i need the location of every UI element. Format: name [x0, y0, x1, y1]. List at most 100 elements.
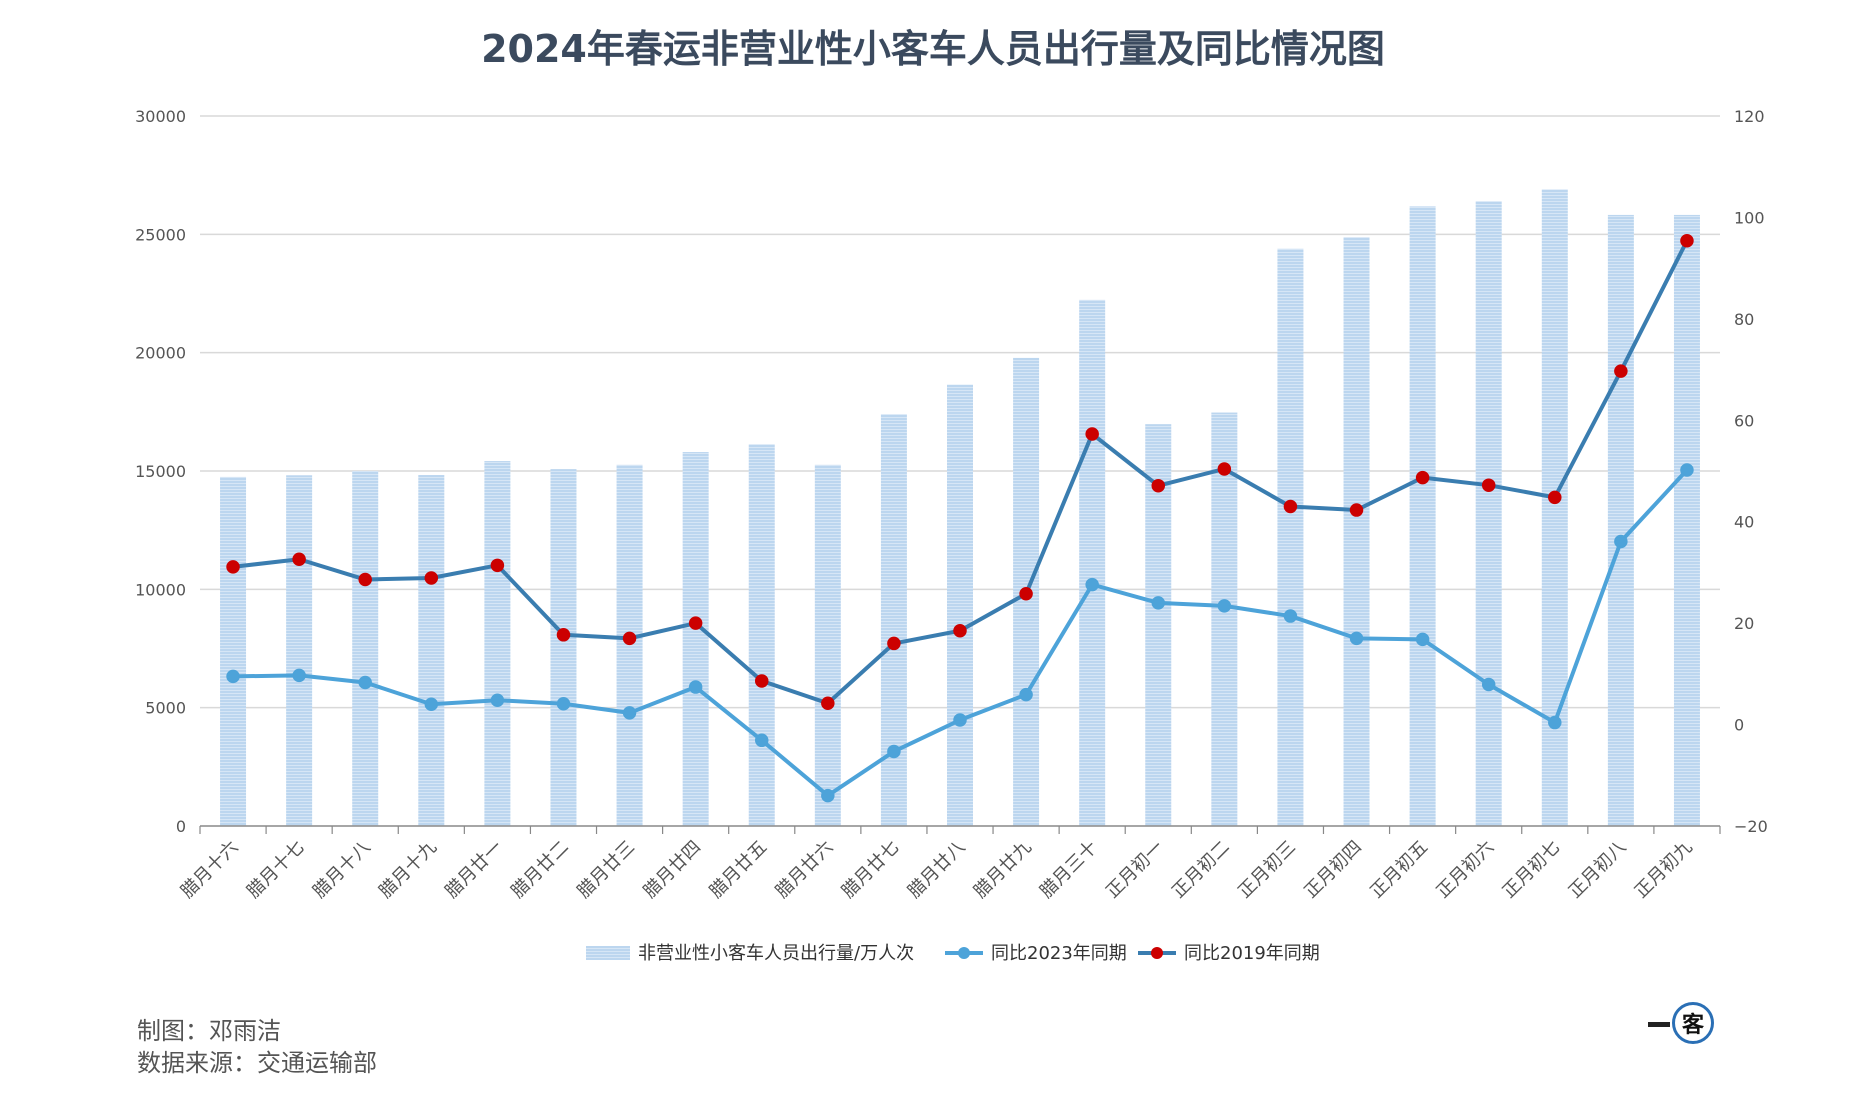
bar: [748, 444, 775, 826]
category-label: 腊月廿三: [573, 837, 639, 903]
yoy-2019-point: [1151, 478, 1166, 493]
category-label: 腊月廿一: [441, 837, 507, 903]
left-tick-label: 20000: [135, 344, 186, 363]
yoy-2023-point: [1085, 577, 1099, 592]
category-label: 正月初四: [1300, 837, 1366, 903]
yoy-2019-point: [556, 628, 571, 642]
yoy-2019-point: [1680, 234, 1694, 248]
category-label: 正月初七: [1499, 837, 1565, 903]
right-tick-label: 20: [1734, 614, 1754, 633]
yoy-2023-point: [1283, 609, 1298, 623]
right-tick-label: 40: [1734, 513, 1754, 532]
yoy-2019-point: [1349, 503, 1364, 517]
left-tick-label: 5000: [145, 699, 186, 718]
yoy-2023-point: [1680, 463, 1694, 477]
category-label: 腊月廿二: [507, 837, 573, 903]
category-label: 正月初五: [1366, 837, 1432, 903]
yoy-2019-point: [622, 631, 637, 646]
bar: [484, 461, 511, 826]
yoy-2023-point: [887, 744, 901, 759]
yoy-2019-point: [1085, 427, 1099, 441]
legend-marker-2023: [958, 947, 970, 959]
category-label: 正月初八: [1565, 837, 1631, 903]
category-label: 正月初九: [1631, 837, 1697, 903]
yoy-2023-point: [424, 697, 439, 712]
category-label: 正月初一: [1102, 837, 1168, 903]
bar: [220, 476, 247, 826]
yoy-2019-point: [1217, 462, 1232, 476]
yoy-2023-point: [556, 697, 571, 711]
yoy-2019-point: [490, 558, 505, 573]
category-label: 腊月十六: [177, 837, 243, 903]
logo-dash: [1648, 1022, 1670, 1027]
author-credit: 制图：邓雨洁: [137, 1017, 281, 1045]
yoy-2023-point: [226, 669, 240, 684]
bar: [947, 384, 973, 826]
bar: [1343, 237, 1370, 826]
bar: [1079, 299, 1106, 826]
chart-title: 2024年春运非营业性小客车人员出行量及同比情况图: [481, 27, 1385, 71]
bar: [814, 464, 841, 826]
yoy-2023-point: [688, 680, 703, 694]
bar: [1211, 412, 1238, 826]
category-label: 腊月十九: [375, 837, 441, 903]
logo: 客: [1648, 1000, 1718, 1050]
legend-label-2019: 同比2019年同期: [1184, 943, 1320, 964]
yoy-2019-point: [424, 571, 439, 585]
left-tick-label: 30000: [135, 107, 186, 126]
bar: [352, 471, 379, 826]
logo-circle: 客: [1672, 1002, 1714, 1044]
legend: 非营业性小客车人员出行量/万人次 同比2023年同期 同比2019年同期: [586, 943, 1320, 964]
legend-marker-2019: [1151, 947, 1163, 959]
yoy-2019-point: [953, 624, 967, 638]
yoy-2023-point: [953, 713, 967, 727]
yoy-2023-point: [358, 675, 372, 690]
yoy-2019-point: [1548, 490, 1562, 505]
category-label: 腊月廿四: [639, 837, 705, 903]
category-label: 腊月廿五: [706, 837, 772, 903]
bar: [418, 475, 445, 826]
yoy-2023-point: [754, 733, 769, 748]
category-label: 腊月廿九: [970, 837, 1036, 903]
left-tick-label: 25000: [135, 225, 186, 244]
yoy-2023-point: [1019, 687, 1033, 702]
line-series: [226, 234, 1694, 803]
bar: [286, 475, 313, 826]
yoy-2019-point: [226, 560, 240, 574]
yoy-2023-point: [1415, 632, 1430, 647]
right-tick-label: 60: [1734, 411, 1754, 430]
yoy-2019-point: [754, 674, 769, 688]
source-credit: 数据来源：交通运输部: [137, 1049, 377, 1077]
right-tick-label: −20: [1734, 817, 1768, 836]
credits: 制图：邓雨洁 数据来源：交通运输部: [137, 1015, 377, 1079]
yoy-2019-point: [887, 636, 901, 651]
yoy-2019-point: [1614, 364, 1628, 378]
category-label: 腊月廿八: [904, 837, 970, 903]
yoy-2023-point: [622, 706, 637, 720]
category-label: 腊月十七: [243, 837, 309, 903]
yoy-2023-point: [1151, 596, 1166, 610]
bar: [1409, 206, 1436, 826]
yoy-2019-point: [358, 572, 372, 587]
category-label: 腊月三十: [1036, 837, 1102, 903]
legend-label-2023: 同比2023年同期: [991, 943, 1127, 964]
bar: [880, 414, 907, 826]
yoy-2019-point: [821, 696, 835, 711]
bar: [682, 452, 709, 826]
category-label: 腊月廿六: [772, 837, 838, 903]
yoy-2023-point: [1481, 677, 1496, 692]
right-tick-label: 120: [1734, 107, 1765, 126]
yoy-2023-point: [1548, 715, 1562, 730]
bar: [550, 469, 577, 826]
bar: [1607, 214, 1634, 827]
yoy-2023-point: [1349, 631, 1364, 646]
bar-series: [220, 189, 1700, 827]
bar: [1673, 214, 1700, 827]
yoy-2023-point: [292, 668, 306, 683]
left-tick-label: 0: [176, 817, 186, 836]
category-label: 正月初六: [1432, 837, 1498, 903]
yoy-2019-point: [1019, 586, 1033, 601]
yoy-2023-point: [821, 788, 835, 803]
right-tick-label: 80: [1734, 310, 1754, 329]
